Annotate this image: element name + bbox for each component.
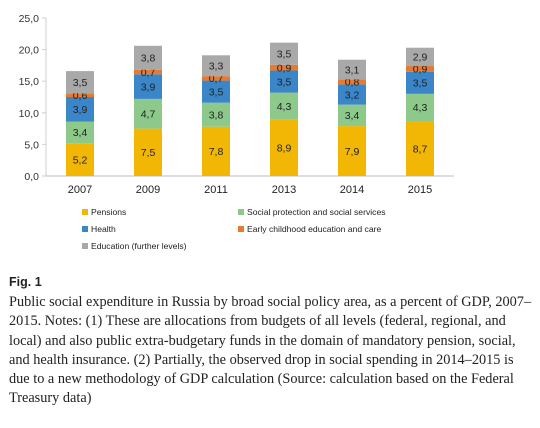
bar-segment [66,93,94,97]
bar-segment [406,66,434,72]
bar-segment [134,45,162,70]
data-label: 3,4 [345,110,360,122]
legend-label: Health [91,224,116,234]
data-label: 3,5 [277,76,292,88]
data-label: 2,9 [413,52,428,64]
x-tick-label: 2014 [340,184,364,196]
bar-segment [270,92,298,120]
legend-swatch [82,209,88,215]
bar-segment [338,126,366,176]
bar-segment [338,104,366,127]
bar-segment [338,79,366,85]
data-label: 0,7 [141,67,156,79]
bar-segment [134,74,162,99]
data-label: 3,8 [141,53,156,65]
data-label: 0,7 [209,73,224,85]
data-label: 7,9 [345,146,360,158]
bar-segment [406,71,434,94]
legend-swatch [238,209,244,215]
data-label: 3,8 [209,109,224,121]
figure-label: Fig. 1 [9,275,42,289]
bar-segment [134,128,162,176]
x-tick-label: 2013 [272,184,296,196]
x-tick-label: 2007 [68,184,92,196]
data-label: 3,9 [141,81,156,93]
y-tick-label: 25,0 [19,13,40,25]
data-label: 3,4 [73,127,88,139]
data-label: 0,9 [277,62,292,74]
bar-segment [202,80,230,103]
legend-label: Social protection and social services [247,207,386,217]
x-tick-label: 2015 [408,184,432,196]
bar-segment [202,55,230,77]
bar-segment [338,84,366,105]
chart-panel: 0,0 5,0 10,0 15,0 20,0 25,0 5,2 3,4 3,9 0,6 3,5 200… [6,6,460,256]
bar-segment [66,121,94,144]
data-label: 3,5 [413,78,428,90]
bar-segment [202,126,230,176]
data-label: 3,3 [209,61,224,73]
bar-segment [202,102,230,127]
y-tick-label: 10,0 [19,108,40,120]
data-label: 3,1 [345,64,360,76]
legend-swatch [82,243,88,249]
legend-label: Early childhood education and care [247,224,381,234]
legend-label: Pensions [91,207,126,217]
bar-segment [338,59,366,80]
bar-segment [270,64,298,71]
x-tick-label: 2009 [136,184,160,196]
data-label: 3,5 [209,86,224,98]
y-tick-label: 15,0 [19,76,40,88]
legend-label: Education (further levels) [91,241,187,251]
bar-segment [270,70,298,93]
y-tick-label: 5,0 [24,139,39,151]
data-label: 4,7 [141,109,156,121]
data-label: 5,2 [73,154,88,166]
bar-segment [406,47,434,67]
stacked-bar-chart: 0,05,010,015,020,025,05,23,43,90,63,5200… [19,13,454,251]
legend-swatch [238,226,244,232]
data-label: 3,5 [277,49,292,61]
bar-segment [202,76,230,81]
data-label: 4,3 [413,102,428,114]
data-label: 8,9 [277,143,292,155]
y-tick-label: 20,0 [19,45,40,57]
data-label: 3,9 [73,104,88,116]
y-tick-label: 0,0 [24,171,39,183]
data-label: 7,5 [141,147,156,159]
bar-segment [406,121,434,176]
data-label: 0,9 [413,64,428,76]
bar-segment [270,42,298,65]
bar-segment [134,98,162,129]
bar-segment [66,71,94,94]
bar-segment [270,119,298,176]
data-label: 3,2 [345,89,360,101]
figure-caption: Public social expenditure in Russia by b… [9,294,532,407]
legend-swatch [82,226,88,232]
data-label: 0,8 [345,77,360,89]
bar-segment [66,97,94,122]
data-label: 4,3 [277,101,292,113]
data-label: 7,8 [209,146,224,158]
bar-segment [134,69,162,75]
bar-segment [406,93,434,122]
data-label: 8,7 [413,143,428,155]
x-tick-label: 2011 [204,184,228,196]
data-label: 3,5 [73,77,88,89]
bar-segment [66,143,94,176]
